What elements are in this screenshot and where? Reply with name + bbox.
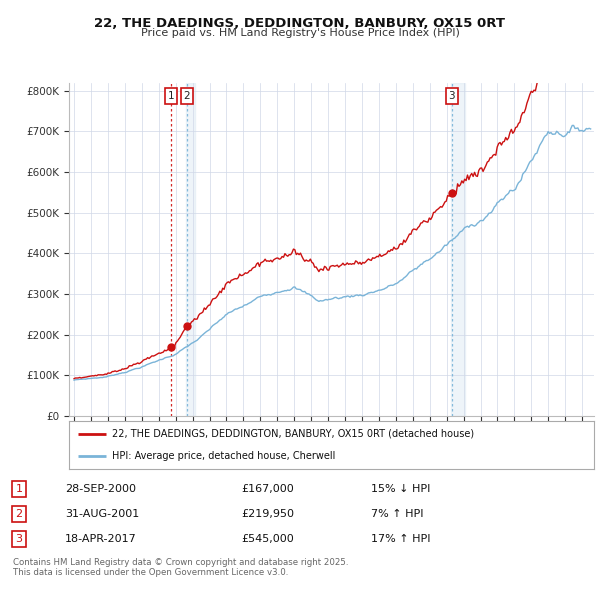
Text: 7% ↑ HPI: 7% ↑ HPI <box>371 509 423 519</box>
Text: 22, THE DAEDINGS, DEDDINGTON, BANBURY, OX15 0RT: 22, THE DAEDINGS, DEDDINGTON, BANBURY, O… <box>95 17 505 30</box>
Bar <box>186 83 196 416</box>
Text: £167,000: £167,000 <box>241 484 294 494</box>
Bar <box>451 83 465 416</box>
Text: £219,950: £219,950 <box>241 509 294 519</box>
Text: 2: 2 <box>184 91 190 101</box>
Text: HPI: Average price, detached house, Cherwell: HPI: Average price, detached house, Cher… <box>112 451 335 461</box>
Text: 31-AUG-2001: 31-AUG-2001 <box>65 509 139 519</box>
Text: 28-SEP-2000: 28-SEP-2000 <box>65 484 136 494</box>
Text: 17% ↑ HPI: 17% ↑ HPI <box>371 534 430 544</box>
Text: £545,000: £545,000 <box>241 534 294 544</box>
Text: 15% ↓ HPI: 15% ↓ HPI <box>371 484 430 494</box>
Text: 1: 1 <box>168 91 175 101</box>
Text: 2: 2 <box>16 509 22 519</box>
Text: Contains HM Land Registry data © Crown copyright and database right 2025.
This d: Contains HM Land Registry data © Crown c… <box>13 558 349 577</box>
Text: 18-APR-2017: 18-APR-2017 <box>65 534 137 544</box>
Text: 1: 1 <box>16 484 22 494</box>
Text: 3: 3 <box>448 91 455 101</box>
Text: Price paid vs. HM Land Registry's House Price Index (HPI): Price paid vs. HM Land Registry's House … <box>140 28 460 38</box>
Text: 22, THE DAEDINGS, DEDDINGTON, BANBURY, OX15 0RT (detached house): 22, THE DAEDINGS, DEDDINGTON, BANBURY, O… <box>112 429 474 439</box>
Text: 3: 3 <box>16 534 22 544</box>
